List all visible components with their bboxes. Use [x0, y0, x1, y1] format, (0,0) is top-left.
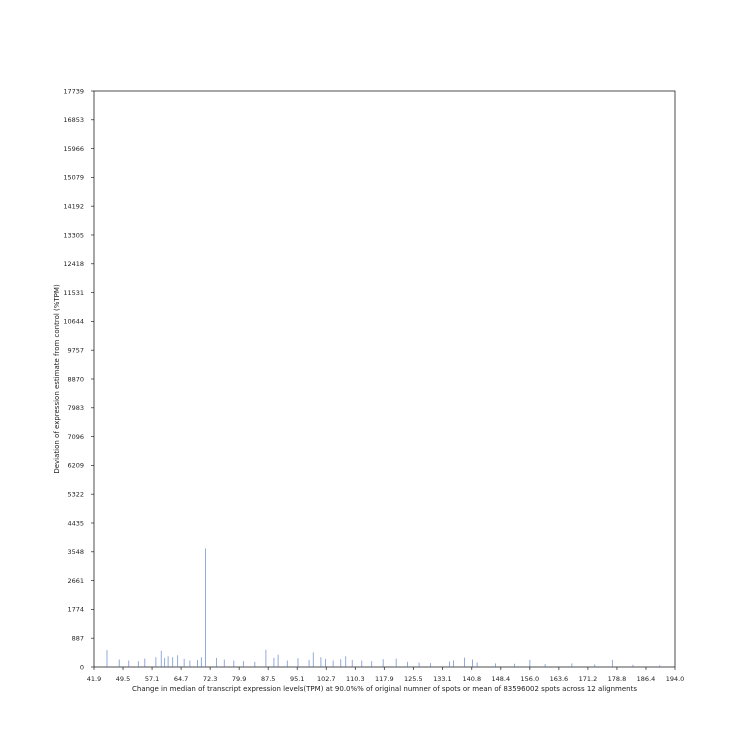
y-tick-label: 13305	[63, 231, 84, 239]
y-tick-label: 7096	[67, 433, 84, 441]
x-tick-label: 186.4	[637, 675, 656, 683]
x-tick-label: 79.9	[232, 675, 246, 683]
x-tick-label: 133.1	[433, 675, 452, 683]
y-tick-label: 12418	[63, 260, 84, 268]
x-tick-label: 57.1	[145, 675, 159, 683]
x-tick-label: 49.5	[116, 675, 130, 683]
y-tick-label: 15079	[63, 174, 84, 182]
y-tick-label: 887	[72, 634, 84, 642]
x-tick-label: 171.2	[579, 675, 598, 683]
y-tick-label: 17739	[63, 87, 84, 95]
x-tick-label: 102.7	[317, 675, 336, 683]
x-tick-label: 140.8	[462, 675, 481, 683]
y-tick-label: 14192	[63, 202, 84, 210]
x-tick-label: 41.9	[87, 675, 101, 683]
x-tick-label: 117.9	[375, 675, 394, 683]
x-tick-label: 125.5	[404, 675, 423, 683]
x-tick-label: 95.1	[290, 675, 304, 683]
y-tick-label: 4435	[67, 519, 84, 527]
x-tick-label: 163.6	[550, 675, 569, 683]
y-tick-label: 11531	[63, 289, 84, 297]
y-tick-label: 0	[80, 663, 84, 671]
x-tick-label: 87.5	[261, 675, 275, 683]
y-tick-label: 1774	[67, 606, 84, 614]
y-tick-label: 6209	[67, 462, 84, 470]
x-tick-label: 110.3	[346, 675, 365, 683]
y-axis-title: Deviation of expression estimate from co…	[53, 284, 61, 474]
x-axis-title: Change in median of transcript expressio…	[132, 685, 637, 693]
y-tick-label: 8870	[67, 375, 84, 383]
y-axis: 0 887 1774 2661 3548 4435 5322 6209 7096 7983 8870…	[63, 87, 94, 671]
y-tick-label: 7983	[67, 404, 84, 412]
x-tick-label: 148.4	[492, 675, 511, 683]
plot-marks	[106, 548, 661, 667]
plot-area	[93, 90, 676, 668]
x-tick-label: 64.7	[174, 675, 188, 683]
y-tick-label: 9757	[67, 346, 84, 354]
x-tick-label: 178.8	[608, 675, 627, 683]
y-tick-label: 2661	[67, 577, 84, 585]
y-tick-label: 15966	[63, 145, 84, 153]
x-tick-label: 156.0	[521, 675, 540, 683]
y-tick-label: 16853	[63, 116, 84, 124]
x-tick-label: 72.3	[203, 675, 217, 683]
x-axis: 41.9 49.5 57.1 64.7 72.3 79.9 87.5 95.1 102.7 110…	[87, 667, 685, 683]
y-tick-label: 10644	[63, 318, 84, 326]
y-tick-label: 5322	[67, 490, 84, 498]
y-tick-label: 3548	[67, 548, 84, 556]
x-tick-label: 194.0	[666, 675, 685, 683]
